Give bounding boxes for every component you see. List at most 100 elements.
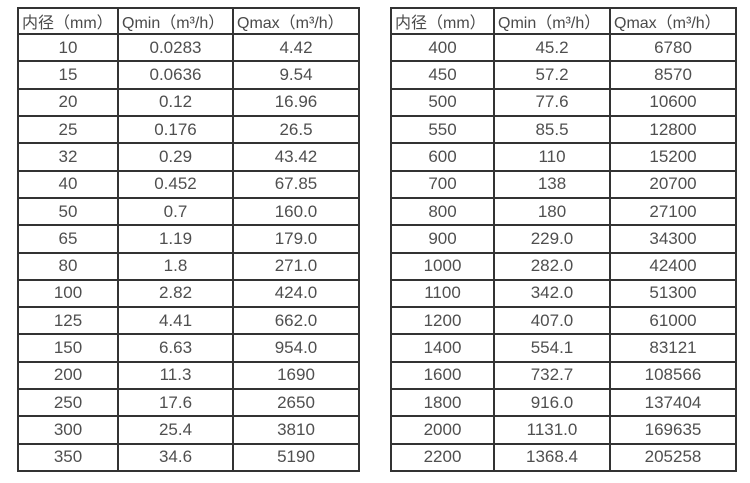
table-cell: 4.41	[117, 306, 234, 336]
table-cell: 900	[390, 224, 495, 254]
table-row: 25 0.176 26.5	[17, 114, 360, 145]
table-row: 450 57.2 8570	[390, 60, 737, 90]
table-row: 80 1.8 271.0	[17, 251, 360, 281]
table-row: 350 34.6 5190	[17, 442, 360, 473]
table-cell: 732.7	[493, 360, 611, 391]
table-cell: 110	[493, 142, 611, 172]
table-row: 32 0.29 43.42	[17, 142, 360, 172]
table-row: 600 110 15200	[390, 142, 737, 172]
table-cell: 169635	[609, 415, 737, 445]
header-cell: Qmax（m³/h）	[232, 7, 360, 35]
table-row: 125 4.41 662.0	[17, 306, 360, 336]
table-cell: 1100	[390, 278, 495, 309]
table-cell: 100	[17, 278, 119, 309]
table-cell: 1400	[390, 333, 495, 363]
table-cell: 137404	[609, 388, 737, 418]
table-cell: 51300	[609, 278, 737, 309]
table-cell: 8570	[609, 60, 737, 90]
table-row: 20 0.12 16.96	[17, 87, 360, 117]
table-cell: 1800	[390, 388, 495, 418]
table-cell: 550	[390, 114, 495, 145]
table-cell: 400	[390, 32, 495, 63]
header-cell: Qmin（m³/h）	[493, 7, 611, 35]
table-row: 250 17.6 2650	[17, 388, 360, 418]
table-cell: 10	[17, 32, 119, 63]
table-cell: 40	[17, 169, 119, 199]
table-cell: 0.12	[117, 87, 234, 117]
table-cell: 25	[17, 114, 119, 145]
table-row: 1100 342.0 51300	[390, 278, 737, 309]
table-cell: 10600	[609, 87, 737, 117]
table-cell: 0.176	[117, 114, 234, 145]
table-cell: 6780	[609, 32, 737, 63]
table-row: 800 180 27100	[390, 196, 737, 227]
table-row: 2000 1131.0 169635	[390, 415, 737, 445]
table-row: 1400 554.1 83121	[390, 333, 737, 363]
table-cell: 15200	[609, 142, 737, 172]
header-row: 内径（mm） Qmin（m³/h） Qmax（m³/h）	[390, 7, 737, 35]
table-row: 15 0.0636 9.54	[17, 60, 360, 90]
table-cell: 300	[17, 415, 119, 445]
table-row: 65 1.19 179.0	[17, 224, 360, 254]
flow-table-small-diameters: 内径（mm） Qmin（m³/h） Qmax（m³/h） 10 0.0283 4.42 1…	[17, 7, 360, 473]
table-cell: 61000	[609, 306, 737, 336]
table-cell: 2200	[390, 442, 495, 473]
table-cell: 138	[493, 169, 611, 199]
table-cell: 65	[17, 224, 119, 254]
table-row: 1800 916.0 137404	[390, 388, 737, 418]
table-cell: 0.452	[117, 169, 234, 199]
table-cell: 5190	[232, 442, 360, 473]
table-cell: 205258	[609, 442, 737, 473]
table-cell: 1.8	[117, 251, 234, 281]
table-cell: 450	[390, 60, 495, 90]
header-cell: 内径（mm）	[390, 7, 495, 35]
table-cell: 342.0	[493, 278, 611, 309]
table-cell: 32	[17, 142, 119, 172]
table-cell: 80	[17, 251, 119, 281]
table-cell: 4.42	[232, 32, 360, 63]
table-row: 40 0.452 67.85	[17, 169, 360, 199]
table-cell: 42400	[609, 251, 737, 281]
table-row: 1000 282.0 42400	[390, 251, 737, 281]
table-cell: 250	[17, 388, 119, 418]
table-cell: 6.63	[117, 333, 234, 363]
table-cell: 83121	[609, 333, 737, 363]
table-cell: 424.0	[232, 278, 360, 309]
table-cell: 200	[17, 360, 119, 391]
table-row: 500 77.6 10600	[390, 87, 737, 117]
table-row: 100 2.82 424.0	[17, 278, 360, 309]
table-cell: 108566	[609, 360, 737, 391]
table-cell: 9.54	[232, 60, 360, 90]
table-row: 150 6.63 954.0	[17, 333, 360, 363]
table-cell: 160.0	[232, 196, 360, 227]
table-cell: 1200	[390, 306, 495, 336]
table-cell: 57.2	[493, 60, 611, 90]
header-cell: Qmin（m³/h）	[117, 7, 234, 35]
table-cell: 17.6	[117, 388, 234, 418]
table-cell: 179.0	[232, 224, 360, 254]
table-cell: 20	[17, 87, 119, 117]
table-row: 900 229.0 34300	[390, 224, 737, 254]
table-cell: 554.1	[493, 333, 611, 363]
table-cell: 0.29	[117, 142, 234, 172]
header-cell: 内径（mm）	[17, 7, 119, 35]
table-cell: 800	[390, 196, 495, 227]
table-cell: 45.2	[493, 32, 611, 63]
table-cell: 2000	[390, 415, 495, 445]
table-cell: 125	[17, 306, 119, 336]
table-row: 300 25.4 3810	[17, 415, 360, 445]
table-cell: 20700	[609, 169, 737, 199]
table-cell: 916.0	[493, 388, 611, 418]
table-cell: 229.0	[493, 224, 611, 254]
table-cell: 2650	[232, 388, 360, 418]
table-cell: 15	[17, 60, 119, 90]
table-cell: 1000	[390, 251, 495, 281]
table-cell: 0.0636	[117, 60, 234, 90]
flow-table-large-diameters: 内径（mm） Qmin（m³/h） Qmax（m³/h） 400 45.2 6780 45…	[390, 7, 737, 473]
table-cell: 12800	[609, 114, 737, 145]
table-cell: 0.0283	[117, 32, 234, 63]
table-cell: 77.6	[493, 87, 611, 117]
table-cell: 954.0	[232, 333, 360, 363]
table-cell: 1600	[390, 360, 495, 391]
table-cell: 2.82	[117, 278, 234, 309]
